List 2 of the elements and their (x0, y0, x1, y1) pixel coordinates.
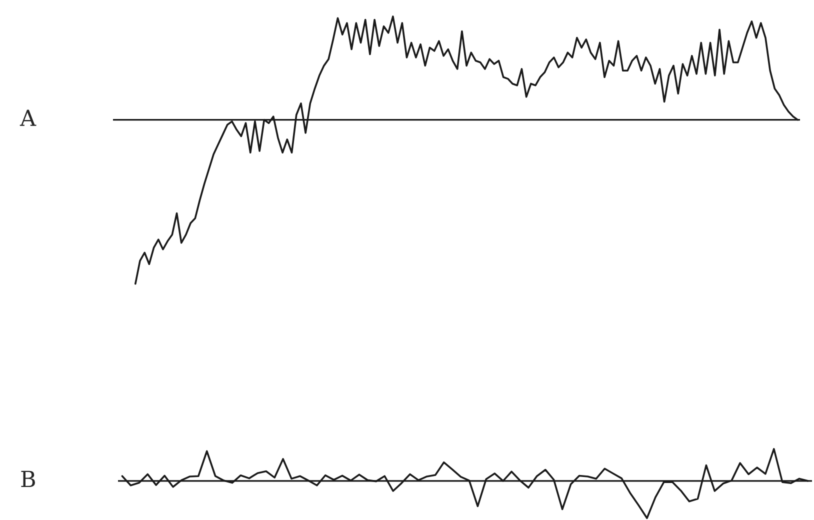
text: A (20, 110, 36, 126)
text: B (21, 470, 35, 488)
